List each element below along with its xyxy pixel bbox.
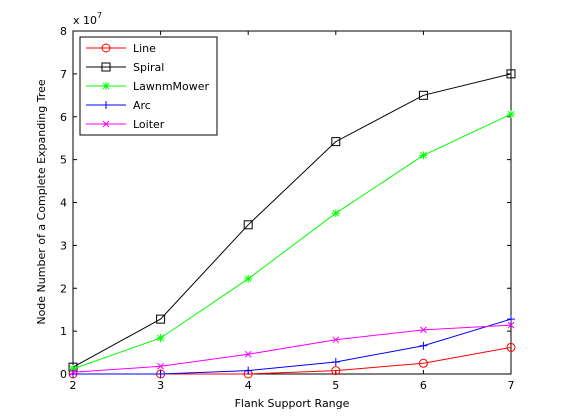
x-tick-label: 6 [420,379,427,392]
data-point-lawnmmower [331,209,340,218]
data-point-lawnmmower [69,364,77,373]
data-point-arc [419,341,428,350]
y-tick-label: 2 [60,282,67,295]
y-axis-exponent: x 107 [73,11,102,27]
data-point-arc [244,366,253,375]
data-point-arc [331,357,340,366]
series-layer [68,69,516,379]
data-point-loiter [157,362,164,370]
legend-item-lawnmmower: LawnmMower [86,80,210,93]
legend-marker-spiral [101,62,111,72]
data-point-spiral [331,137,341,147]
legend-label-lawnmmower: LawnmMower [133,80,210,93]
y-tick-label: 5 [60,154,67,167]
y-axis-ticks: 0 1 2 3 4 5 6 7 8 [60,25,511,381]
series-lawnmmower [69,110,515,373]
data-point-lawnmmower [244,274,253,283]
data-point-spiral [156,314,166,324]
series-line-spiral [72,73,512,368]
series-loiter [69,321,515,376]
x-tick-label: 4 [245,379,252,392]
y-axis-label: Node Number of a Complete Expanding Tree [35,79,48,325]
legend-marker-lawnmmower [102,82,110,90]
legend-label-arc: Arc [133,99,151,112]
x-tick-label: 3 [157,379,164,392]
data-point-arc [156,370,165,378]
legend-marker-line [101,43,111,53]
series-line-arc [73,318,512,375]
series-arc [69,315,515,378]
legend-label-loiter: Loiter [133,118,165,131]
data-point-lawnmmower [419,151,428,160]
exponent-power: 7 [97,11,102,20]
data-point-lawnmmower [156,333,165,342]
data-point-spiral [506,69,516,79]
data-point-loiter [332,336,340,344]
y-tick-label: 6 [60,111,67,124]
legend-item-line: Line [86,42,156,55]
x-tick-label: 2 [70,379,77,392]
y-tick-label: 1 [60,325,67,338]
series-line-lawnmmower [72,113,512,370]
legend-item-arc: Arc [86,99,151,112]
data-point-arc [507,315,515,324]
data-point-spiral [418,90,428,100]
legend-item-loiter: Loiter [86,118,165,131]
data-point-loiter [69,368,77,376]
legend-marker-loiter [102,120,110,128]
data-point-line [506,342,516,352]
legend: Line Spiral LawnmMower Arc Loiter [79,36,218,136]
x-tick-label: 5 [332,379,339,392]
series-line-loiter [72,324,512,373]
data-point-spiral [243,220,253,230]
data-point-lawnmmower [507,110,515,119]
data-point-loiter [420,326,427,334]
legend-label-spiral: Spiral [133,61,164,74]
data-point-line [331,366,341,376]
legend-item-spiral: Spiral [86,61,164,74]
y-tick-label: 3 [60,239,67,252]
data-point-loiter [507,321,515,329]
y-tick-label: 0 [60,368,67,381]
exponent-base: x 10 [73,14,97,27]
y-tick-label: 7 [60,68,67,81]
data-point-line [418,358,428,368]
data-point-loiter [244,350,252,358]
x-tick-label: 7 [508,379,515,392]
legend-marker-arc [102,101,110,109]
y-tick-label: 4 [60,197,67,210]
legend-label-line: Line [133,42,156,55]
y-tick-label: 8 [60,25,67,38]
x-axis-label: Flank Support Range [235,397,350,410]
data-point-arc [69,370,77,378]
